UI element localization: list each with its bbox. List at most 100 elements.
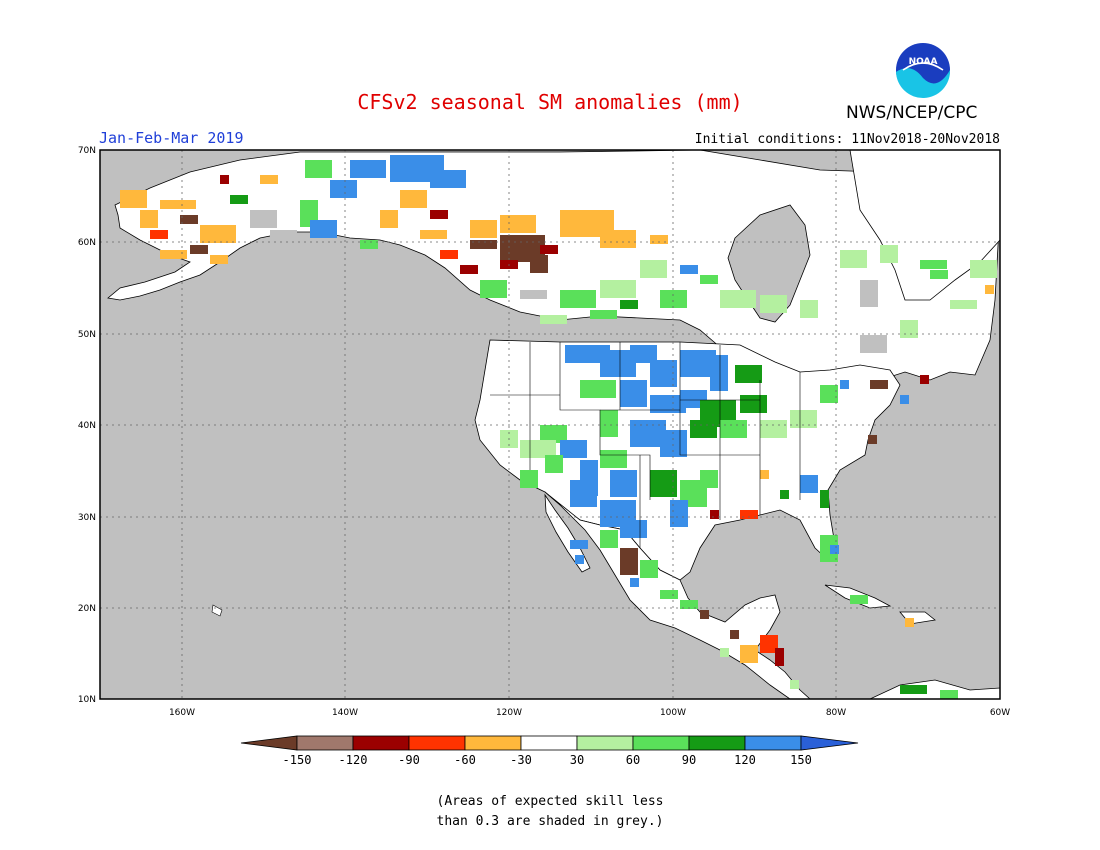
lat-label: 10N <box>78 695 96 705</box>
anomaly-cell <box>580 380 616 398</box>
anomaly-cell <box>540 315 567 324</box>
anomaly-cell <box>380 210 398 228</box>
anomaly-cell <box>650 360 677 387</box>
anomaly-cell <box>250 210 277 228</box>
anomaly-cell <box>140 210 158 228</box>
anomaly-cell <box>700 470 718 488</box>
anomaly-cell <box>790 680 799 689</box>
anomaly-cell <box>575 555 584 564</box>
legend-label: 120 <box>734 753 756 767</box>
anomaly-cell <box>660 430 687 457</box>
anomaly-cell <box>220 175 229 184</box>
lat-label: 60N <box>78 238 96 248</box>
anomaly-cell <box>570 480 597 507</box>
anomaly-cell <box>330 180 357 198</box>
anomaly-cell <box>905 618 914 627</box>
anomaly-cell <box>520 470 538 488</box>
lon-label: 80W <box>826 708 846 718</box>
anomaly-cell <box>470 240 497 249</box>
anomaly-cell <box>520 290 547 299</box>
grid-lines <box>100 150 1000 699</box>
anomaly-cell <box>590 310 617 319</box>
anomaly-cell <box>720 290 756 308</box>
anomaly-cell <box>850 595 868 604</box>
legend-swatch <box>688 735 746 751</box>
anomaly-cell <box>900 320 918 338</box>
color-legend: -150 -120 -90 -60 -30 30 60 90 120 150 <box>240 735 859 767</box>
anomaly-cell <box>530 255 548 273</box>
anomaly-cell <box>680 265 698 274</box>
anomaly-cell <box>190 245 208 254</box>
anomaly-cell <box>600 530 618 548</box>
anomaly-cell <box>230 195 248 204</box>
legend-swatch <box>632 735 690 751</box>
lat-label: 30N <box>78 513 96 523</box>
anomaly-cell <box>840 380 849 389</box>
anomaly-cell <box>180 215 198 224</box>
legend-swatch <box>576 735 634 751</box>
anomaly-cell <box>360 240 378 249</box>
anomaly-cell <box>720 420 747 438</box>
anomaly-cell <box>760 420 787 438</box>
anomaly-cell <box>760 470 769 479</box>
anomaly-cell <box>470 220 497 238</box>
lon-label: 140W <box>332 708 358 718</box>
anomaly-cell <box>940 690 958 699</box>
anomaly-cell <box>640 260 667 278</box>
anomaly-cell <box>970 260 997 278</box>
anomaly-cell <box>820 490 829 508</box>
legend-label: -30 <box>510 753 532 767</box>
anomaly-cell <box>150 230 168 239</box>
greenland <box>849 150 1000 301</box>
anomaly-cell <box>900 395 909 404</box>
anomaly-cell <box>260 175 278 184</box>
anomaly-cell <box>740 645 758 663</box>
skill-note: (Areas of expected skill less than 0.3 a… <box>0 792 1100 832</box>
anomaly-cell <box>860 335 887 353</box>
anomaly-cell <box>920 375 929 384</box>
legend-label: -60 <box>454 753 476 767</box>
anomaly-cell <box>690 420 717 438</box>
lon-label: 100W <box>660 708 686 718</box>
lat-label: 50N <box>78 330 96 340</box>
legend-swatch <box>520 735 578 751</box>
lon-label: 60W <box>990 708 1010 718</box>
anomaly-cell <box>868 435 877 444</box>
anomaly-cell <box>820 535 838 562</box>
anomaly-patches <box>120 155 997 699</box>
anomaly-cell <box>740 510 758 519</box>
anomaly-cell <box>540 245 558 254</box>
legend-arrow-right <box>800 735 859 751</box>
legend-label: 90 <box>682 753 696 767</box>
anomaly-cell <box>270 230 297 239</box>
anomaly-cell <box>310 220 337 238</box>
anomaly-cell <box>870 380 888 389</box>
anomaly-cell <box>640 560 658 578</box>
anomaly-cell <box>630 578 639 587</box>
legend-label: -150 <box>283 753 312 767</box>
legend-swatch <box>296 735 354 751</box>
lon-label: 120W <box>496 708 522 718</box>
anomaly-cell <box>900 685 927 694</box>
anomaly-cell <box>930 270 948 279</box>
anomaly-cell <box>620 300 638 309</box>
logo-text: NOAA <box>909 57 938 67</box>
longitude-labels: 160W 140W 120W 100W 80W 60W <box>169 708 1010 718</box>
season-label: Jan-Feb-Mar 2019 <box>99 129 244 147</box>
anomaly-cell <box>620 548 638 575</box>
anomaly-cell <box>200 225 236 243</box>
anomaly-cell <box>760 295 787 313</box>
anomaly-cell <box>600 280 636 298</box>
noaa-logo: NOAA <box>894 41 952 99</box>
anomaly-cell <box>860 280 878 307</box>
anomaly-cell <box>710 355 728 391</box>
anomaly-cell <box>760 635 778 653</box>
anomaly-cell <box>610 470 637 497</box>
lat-label: 40N <box>78 421 96 431</box>
lat-label: 20N <box>78 604 96 614</box>
anomaly-cell <box>620 380 647 407</box>
anomaly-cell <box>420 230 447 239</box>
map-title: CFSv2 seasonal SM anomalies (mm) <box>357 90 743 114</box>
anomaly-cell <box>660 290 687 308</box>
anomaly-cell <box>985 285 994 294</box>
